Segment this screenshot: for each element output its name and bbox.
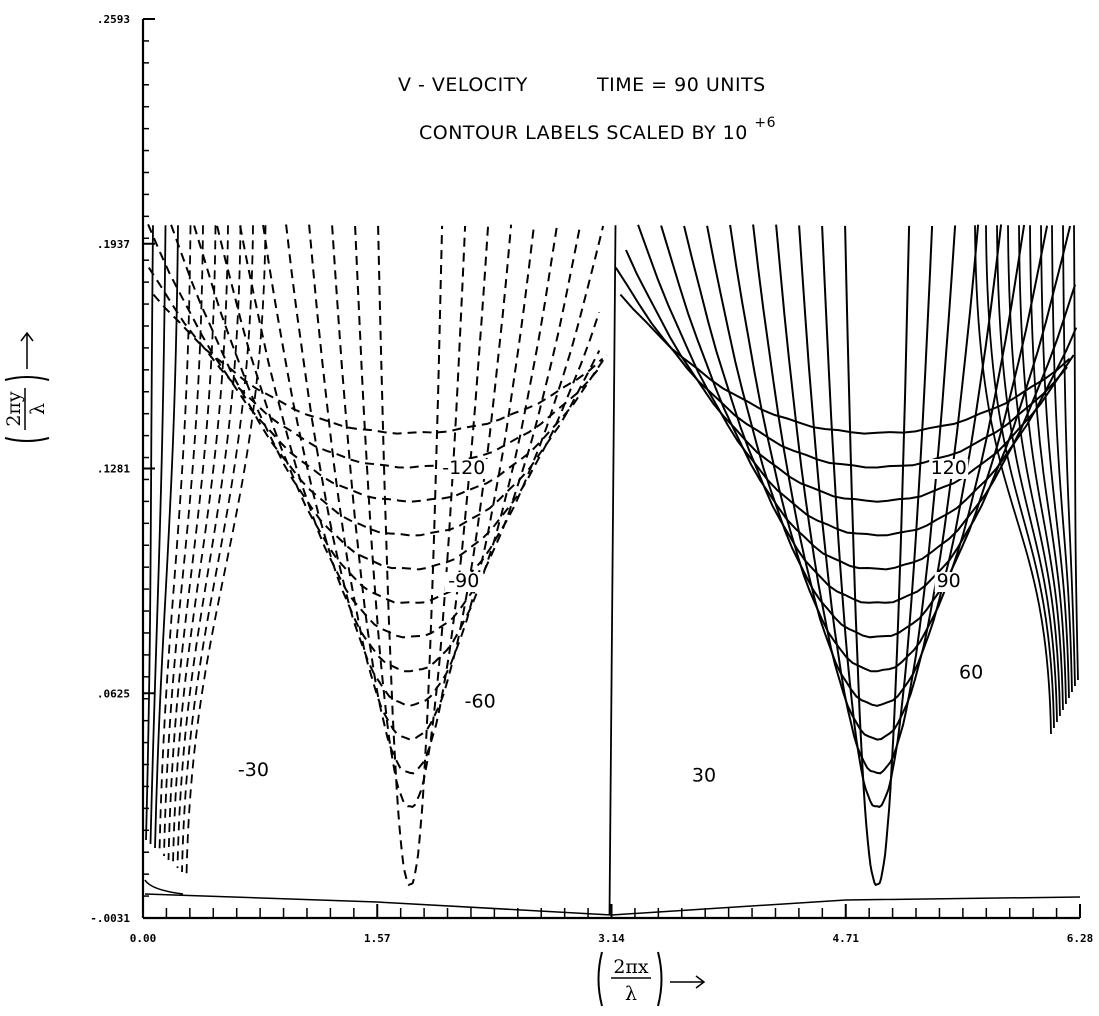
contour-label-backing <box>929 458 969 479</box>
wall-contour-line <box>185 225 267 877</box>
contour-label-backing <box>233 761 273 782</box>
wall-contour-line <box>996 225 1058 723</box>
x-tick-label: 4.71 <box>833 932 860 945</box>
corner-contour-line <box>144 879 184 895</box>
negative-contour-line <box>377 225 444 887</box>
negative-contour-line <box>147 267 601 469</box>
zero-contour-line <box>608 225 617 916</box>
wall-contour-line <box>149 225 167 845</box>
y-tick-label: .2593 <box>97 13 130 26</box>
wall-contour-line <box>176 225 242 869</box>
negative-contour-line <box>193 225 601 571</box>
y-label-numerator: 2πy <box>3 391 25 427</box>
y-tick-label: .1281 <box>97 463 130 476</box>
contour-label: -30 <box>238 759 269 781</box>
contour-label-backing <box>438 458 489 479</box>
contour-label-backing <box>460 692 500 713</box>
wall-contour-line <box>181 225 254 873</box>
x-tick-label: 0.00 <box>130 932 157 945</box>
positive-contour-line <box>614 267 1068 469</box>
contour-label: -60 <box>465 691 496 713</box>
wall-contour-line <box>163 225 204 857</box>
positive-contour-line <box>619 293 1071 435</box>
chart-subtitle: CONTOUR LABELS SCALED BY 10 +6 <box>419 115 776 144</box>
y-tick-label: -.0031 <box>90 912 130 925</box>
positive-contour-line <box>752 224 1003 707</box>
x-tick-label: 3.14 <box>598 932 625 945</box>
y-axis-arrow-icon <box>20 331 34 369</box>
x-axis-label: 2πx λ <box>597 951 706 1007</box>
x-label-numerator: 2πx <box>613 956 649 978</box>
wall-contour-line <box>158 225 192 853</box>
wall-contour-line <box>172 225 229 865</box>
wall-contour-line <box>974 225 1052 735</box>
wall-contour-line <box>1073 225 1079 681</box>
positive-contour-line <box>798 225 957 775</box>
wall-contour-line <box>985 225 1055 729</box>
subtitle-exponent: +6 <box>754 115 776 131</box>
positive-contour-line <box>660 225 1077 571</box>
positive-contour-line <box>821 225 934 808</box>
contour-label-backing <box>690 766 719 787</box>
positive-contour-line <box>683 225 1072 604</box>
wall-contour-line <box>1051 225 1073 693</box>
contour-label: 30 <box>692 765 716 787</box>
y-tick-label: .0625 <box>97 687 130 700</box>
wall-contour-line <box>1029 225 1067 705</box>
time-label: TIME = 90 UNITS <box>596 74 766 96</box>
contour-label-backing <box>957 663 986 684</box>
negative-contour-line <box>308 224 513 741</box>
wall-contour-line <box>1040 225 1070 699</box>
contour-label: 60 <box>959 662 983 684</box>
wall-contour-line <box>1018 225 1064 711</box>
contour-label-backing <box>934 572 963 593</box>
negative-contour-line <box>354 225 467 808</box>
positive-contour-line <box>844 225 911 887</box>
negative-contour-line <box>239 225 582 639</box>
wall-contour-line <box>1062 225 1076 687</box>
positive-contour-line <box>729 224 1026 673</box>
positive-contour-line <box>775 224 980 741</box>
x-tick-label: 1.57 <box>364 932 391 945</box>
negative-contour-line <box>170 224 601 537</box>
wall-contour-line <box>1007 225 1061 717</box>
x-label-denominator: λ <box>625 983 637 1005</box>
negative-contour-line <box>216 225 605 604</box>
y-axis-label: 2πy λ <box>3 331 50 442</box>
contour-label: 120 <box>931 457 967 479</box>
contour-label-backing <box>444 572 484 593</box>
wall-contour-line <box>145 225 154 841</box>
chart-title: V - VELOCITY <box>398 74 528 96</box>
positive-contour-line <box>637 224 1078 537</box>
subtitle-main: CONTOUR LABELS SCALED BY 10 <box>419 122 748 144</box>
wall-contour-line <box>167 225 217 861</box>
contour-labels: -120 -90 -60 -30 120 90 60 30 <box>233 457 986 787</box>
negative-contour-line <box>331 225 490 775</box>
contour-label: -120 <box>442 457 485 479</box>
positive-contour-line <box>625 249 1075 503</box>
negative-contour-line <box>285 224 536 707</box>
contour-lines <box>144 224 1081 916</box>
contour-label: 90 <box>937 570 961 592</box>
contour-label: -90 <box>448 570 479 592</box>
wall-contour-line <box>154 225 179 849</box>
y-label-denominator: λ <box>27 403 49 415</box>
x-axis-arrow-icon <box>670 975 706 989</box>
negative-contour-line <box>262 224 559 673</box>
y-tick-label: .1937 <box>97 238 130 251</box>
negative-contour-line <box>152 293 604 435</box>
axes <box>141 18 1081 920</box>
negative-contour-line <box>147 224 608 503</box>
x-tick-label: 6.28 <box>1067 932 1094 945</box>
tick-labels: -.0031 .0625 .1281 .1937 .2593 0.00 1.57 3.14 4.… <box>90 13 1093 945</box>
positive-contour-line <box>706 225 1049 639</box>
